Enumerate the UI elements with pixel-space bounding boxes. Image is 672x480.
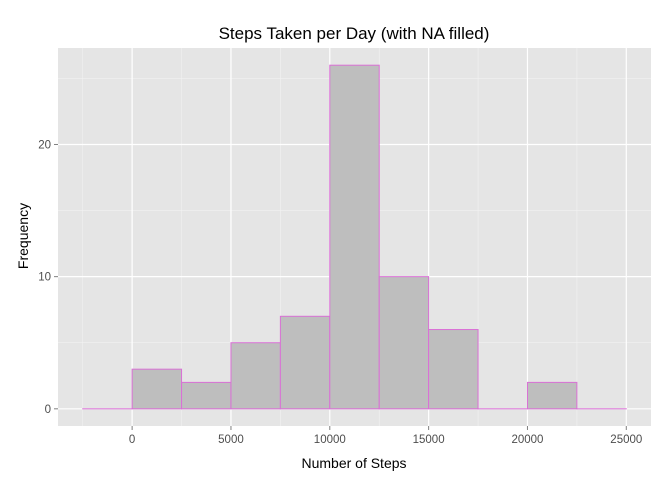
histogram-bar	[230, 342, 281, 410]
histogram-bar	[428, 329, 479, 410]
y-tick-label: 0	[45, 404, 51, 416]
chart-title: Steps Taken per Day (with NA filled)	[219, 24, 490, 43]
x-tick-label: 0	[129, 434, 135, 446]
y-axis-title: Frequency	[15, 203, 31, 269]
x-tick-label: 15000	[413, 434, 445, 446]
histogram-bar	[279, 315, 331, 410]
x-tick-label: 20000	[511, 434, 543, 446]
y-tick-label: 10	[38, 272, 51, 284]
histogram-bar	[329, 64, 380, 410]
histogram-bar	[378, 276, 430, 410]
x-axis-ticks: 0 5000 10000 15000 20000 25000	[129, 426, 642, 446]
y-axis-ticks: 0 10 20	[38, 139, 58, 416]
x-tick-label: 5000	[218, 434, 244, 446]
y-tick-label: 20	[38, 139, 51, 151]
histogram-bar	[181, 381, 232, 410]
histogram-bar	[526, 381, 578, 410]
x-axis-title: Number of Steps	[301, 455, 406, 471]
x-tick-label: 10000	[314, 434, 346, 446]
histogram-bar	[131, 368, 183, 410]
x-tick-label: 25000	[610, 434, 642, 446]
histogram-bars	[82, 64, 627, 410]
